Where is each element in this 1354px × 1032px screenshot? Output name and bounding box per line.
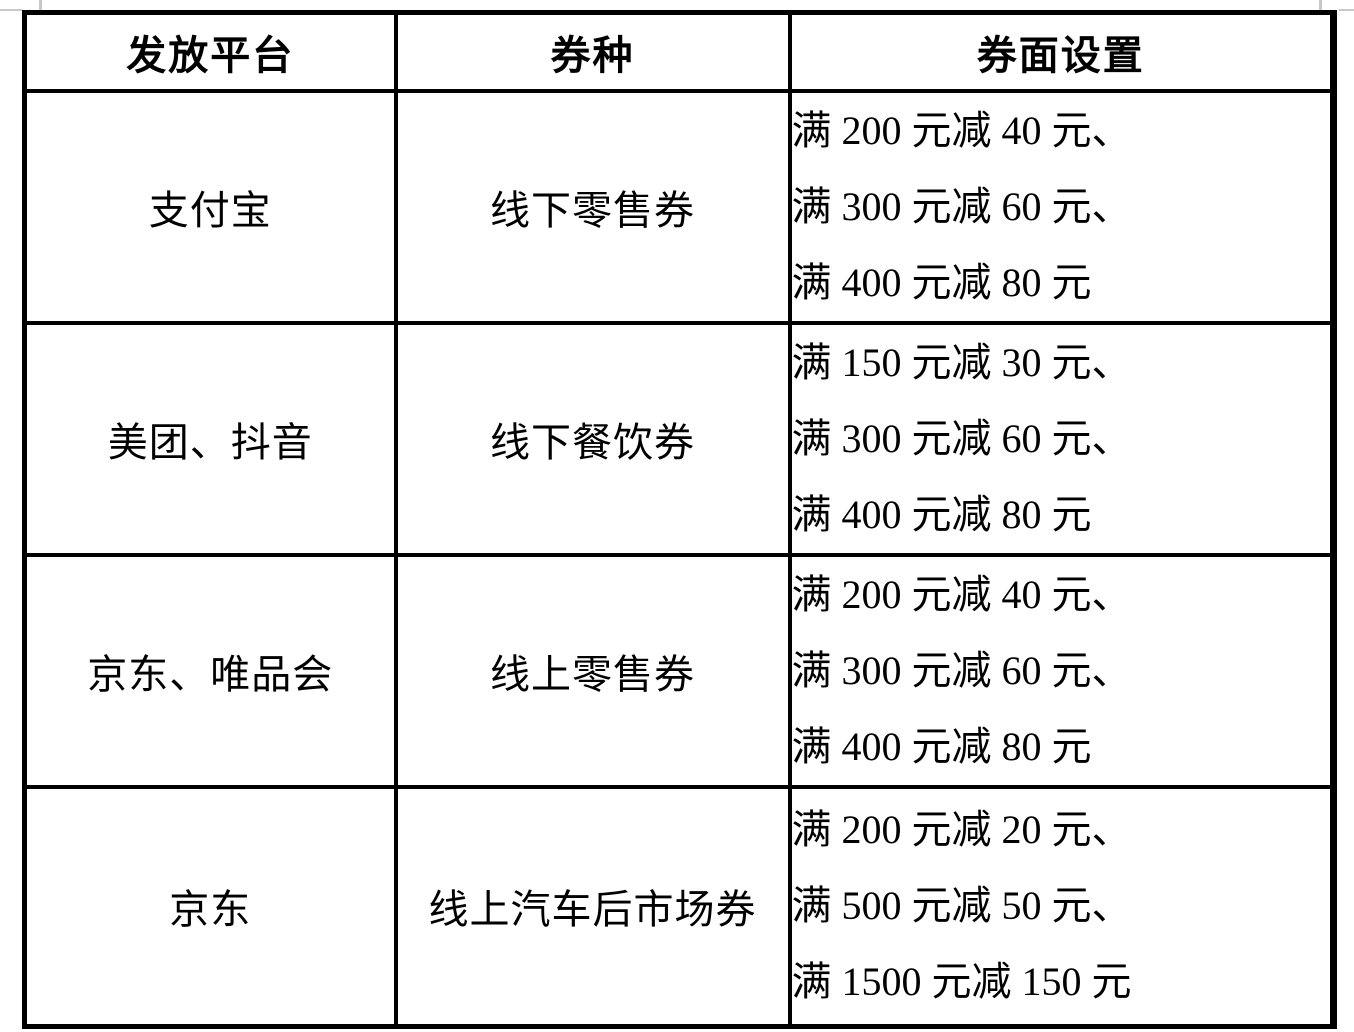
crop-artifact-top-right-line bbox=[1339, 9, 1354, 11]
settings-line: 满 200 元减 40 元、 bbox=[791, 571, 1132, 617]
coupon-table: 发放平台 券种 券面设置 支付宝 线下零售券 满 200 元减 40 元、 满 … bbox=[22, 10, 1337, 1029]
settings-line: 满 400 元减 80 元 bbox=[791, 491, 1092, 537]
settings-line: 满 400 元减 80 元 bbox=[791, 259, 1092, 305]
coupon-table-container: 发放平台 券种 券面设置 支付宝 线下零售券 满 200 元减 40 元、 满 … bbox=[22, 10, 1337, 1029]
header-cell-coupon-type: 券种 bbox=[393, 10, 792, 93]
cell-coupon-type: 线上零售券 bbox=[393, 552, 792, 789]
cell-coupon-type: 线下餐饮券 bbox=[393, 320, 792, 557]
cell-coupon-type: 线下零售券 bbox=[393, 88, 792, 325]
settings-line: 满 300 元减 60 元、 bbox=[791, 415, 1132, 461]
settings-line: 满 400 元减 80 元 bbox=[791, 723, 1092, 769]
settings-line: 满 200 元减 20 元、 bbox=[791, 807, 1132, 853]
cell-platform: 京东 bbox=[22, 784, 398, 1029]
table-row: 美团、抖音 线下餐饮券 满 150 元减 30 元、 满 300 元减 60 元… bbox=[22, 320, 1336, 557]
settings-line: 满 150 元减 30 元、 bbox=[791, 339, 1132, 385]
crop-artifact-right-tick bbox=[1319, 0, 1322, 11]
cell-platform: 支付宝 bbox=[22, 88, 398, 325]
header-cell-platform: 发放平台 bbox=[22, 10, 398, 93]
cell-settings: 满 200 元减 40 元、 满 300 元减 60 元、 满 400 元减 8… bbox=[787, 88, 1336, 325]
settings-line: 满 300 元减 60 元、 bbox=[791, 183, 1132, 229]
cell-platform: 美团、抖音 bbox=[22, 320, 398, 557]
table-row: 支付宝 线下零售券 满 200 元减 40 元、 满 300 元减 60 元、 … bbox=[22, 88, 1336, 325]
cell-platform: 京东、唯品会 bbox=[22, 552, 398, 789]
table-row: 京东 线上汽车后市场券 满 200 元减 20 元、 满 500 元减 50 元… bbox=[22, 784, 1336, 1029]
table-header-row: 发放平台 券种 券面设置 bbox=[22, 10, 1336, 93]
cell-settings: 满 200 元减 20 元、 满 500 元减 50 元、 满 1500 元减 … bbox=[787, 784, 1336, 1029]
settings-line: 满 200 元减 40 元、 bbox=[791, 107, 1132, 153]
header-cell-face-value-setting: 券面设置 bbox=[787, 10, 1336, 93]
settings-line: 满 500 元减 50 元、 bbox=[791, 883, 1132, 929]
crop-artifact-top-left-line bbox=[0, 9, 22, 11]
cell-settings: 满 150 元减 30 元、 满 300 元减 60 元、 满 400 元减 8… bbox=[787, 320, 1336, 557]
settings-line: 满 300 元减 60 元、 bbox=[791, 647, 1132, 693]
table-row: 京东、唯品会 线上零售券 满 200 元减 40 元、 满 300 元减 60 … bbox=[22, 552, 1336, 789]
crop-artifact-left-tick bbox=[39, 0, 42, 11]
cell-settings: 满 200 元减 40 元、 满 300 元减 60 元、 满 400 元减 8… bbox=[787, 552, 1336, 789]
cell-coupon-type: 线上汽车后市场券 bbox=[393, 784, 792, 1029]
settings-line: 满 1500 元减 150 元 bbox=[791, 959, 1132, 1005]
